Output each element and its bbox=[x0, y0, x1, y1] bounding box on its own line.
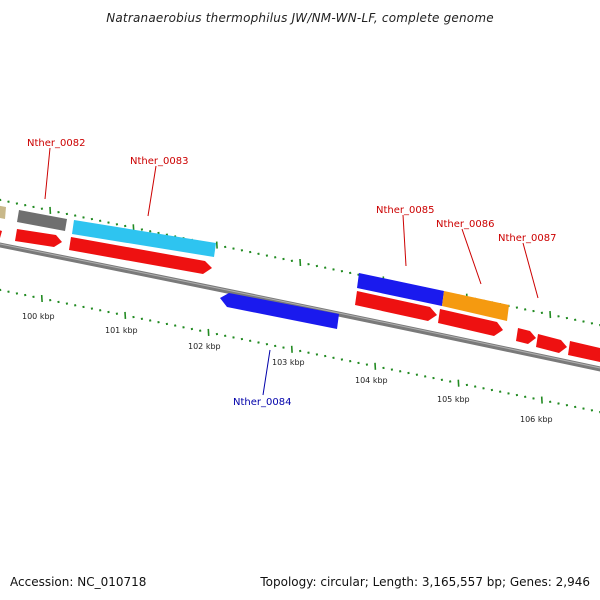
scale-label-100kbp: 100 kbp bbox=[22, 312, 55, 321]
tan-feature[interactable] bbox=[0, 205, 6, 219]
scale-label-105kbp: 105 kbp bbox=[437, 395, 470, 404]
callout-line-0084 bbox=[262, 349, 271, 396]
gene-label-0084[interactable]: Nther_0084 bbox=[233, 397, 291, 408]
red-cds-arrow[interactable] bbox=[568, 341, 600, 362]
scale-label-103kbp: 103 kbp bbox=[272, 358, 305, 367]
scale-labels: 100 kbp 101 kbp 102 kbp 103 kbp 104 kbp … bbox=[22, 312, 553, 424]
accession-text: Accession: NC_010718 bbox=[10, 575, 147, 589]
red-cds-arrow[interactable] bbox=[438, 309, 503, 336]
genome-summary-text: Topology: circular; Length: 3,165,557 bp… bbox=[260, 575, 590, 589]
scale-label-101kbp: 101 kbp bbox=[105, 326, 138, 335]
map-title: Natranaerobius thermophilus JW/NM-WN-LF,… bbox=[106, 11, 494, 25]
scale-label-104kbp: 104 kbp bbox=[355, 376, 388, 385]
gray-feature[interactable] bbox=[17, 210, 67, 231]
genome-backbone bbox=[0, 242, 600, 372]
gene-labels: Nther_0082 Nther_0083 Nther_0085 Nther_0… bbox=[27, 138, 556, 408]
blue-feature-0084[interactable] bbox=[220, 293, 339, 329]
red-cds-arrow[interactable] bbox=[536, 334, 567, 353]
gene-label-0083[interactable]: Nther_0083 bbox=[130, 156, 188, 167]
callout-line-0086 bbox=[461, 228, 482, 285]
callout-lines bbox=[44, 147, 539, 396]
gene-label-0085[interactable]: Nther_0085 bbox=[376, 205, 434, 216]
genome-backbone-highlight bbox=[0, 243, 600, 369]
callout-line-0087 bbox=[522, 242, 539, 299]
callout-line-0085 bbox=[402, 214, 407, 267]
feature-track bbox=[0, 205, 600, 362]
orange-feature[interactable] bbox=[442, 291, 509, 321]
red-cds-arrow[interactable] bbox=[15, 229, 62, 247]
callout-line-0082 bbox=[44, 147, 51, 200]
blue-feature-0085[interactable] bbox=[357, 273, 444, 306]
gene-label-0082[interactable]: Nther_0082 bbox=[27, 138, 85, 149]
red-cds-arrow[interactable] bbox=[516, 328, 536, 344]
gene-label-0087[interactable]: Nther_0087 bbox=[498, 233, 556, 244]
red-cds-arrow[interactable] bbox=[0, 229, 2, 238]
callout-line-0083 bbox=[147, 165, 157, 217]
red-cds-arrow[interactable] bbox=[355, 291, 437, 321]
tick-row-lower bbox=[0, 288, 600, 414]
red-cds-arrow[interactable] bbox=[69, 237, 212, 274]
scale-label-106kbp: 106 kbp bbox=[520, 415, 553, 424]
scale-label-102kbp: 102 kbp bbox=[188, 342, 221, 351]
cyan-feature[interactable] bbox=[72, 220, 216, 257]
gene-label-0086[interactable]: Nther_0086 bbox=[436, 219, 494, 230]
